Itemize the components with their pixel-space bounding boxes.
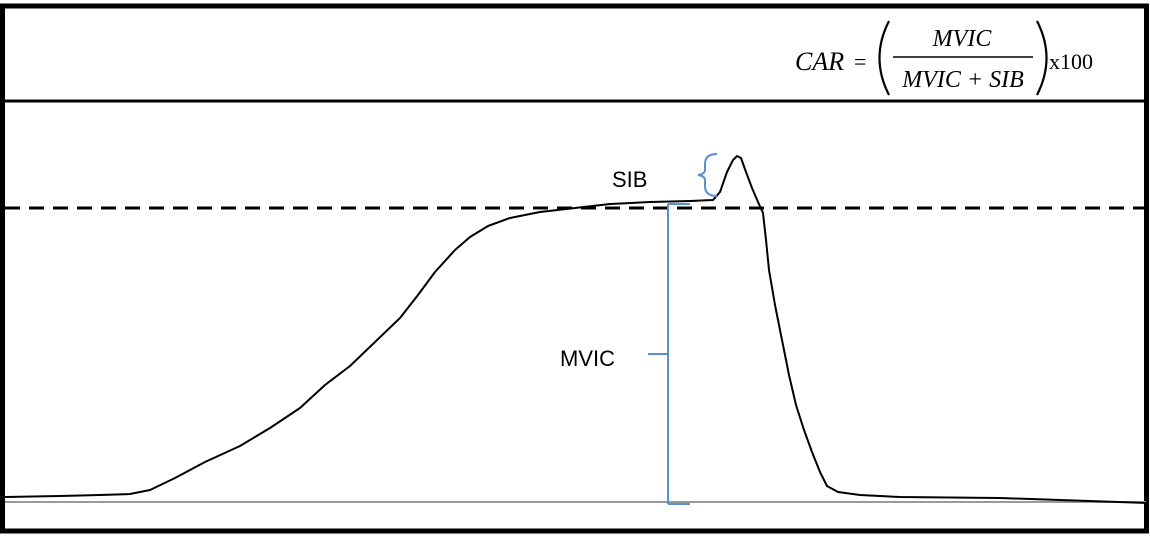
equation-numerator: MVIC [932, 26, 993, 52]
equation-denominator: MVIC + SIB [901, 67, 1024, 93]
mvic-bracket [648, 203, 690, 505]
force-trace [4, 155, 1147, 504]
right-parenthesis [1036, 20, 1048, 96]
sib-label: SIB [612, 167, 647, 192]
car-equation: CAR = MVIC MVIC + SIB x100 [795, 20, 1093, 96]
mvic-label: MVIC [560, 346, 615, 371]
left-parenthesis [878, 20, 890, 96]
outer-frame [0, 3, 1149, 534]
sib-bracket [697, 153, 718, 197]
equation-equals: = [854, 49, 866, 74]
equation-multiplier: x100 [1049, 49, 1093, 74]
equation-lhs: CAR [795, 47, 844, 76]
